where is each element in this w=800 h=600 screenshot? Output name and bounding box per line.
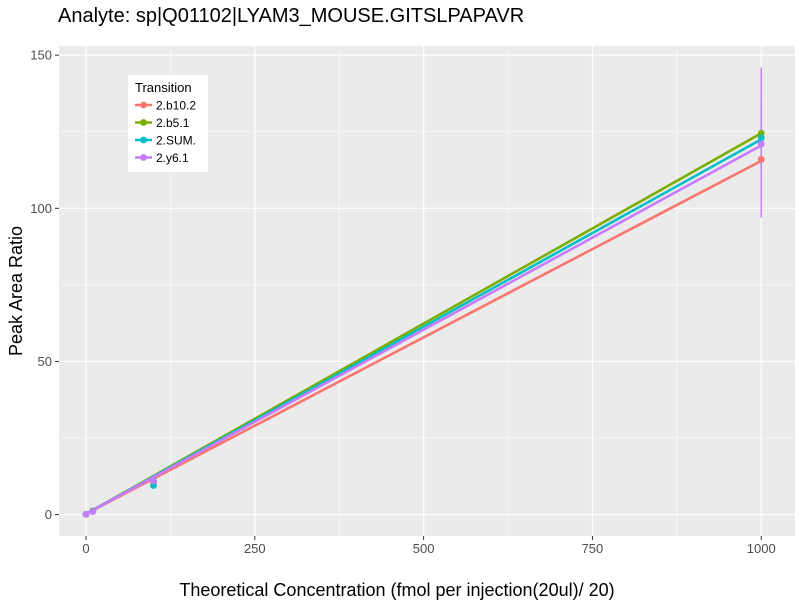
grid-major xyxy=(59,46,795,536)
legend-label: 2.SUM. xyxy=(156,134,196,148)
y-tick-label: 0 xyxy=(45,507,52,522)
data-point xyxy=(757,155,765,163)
y-axis-title: Peak Area Ratio xyxy=(6,226,26,356)
data-point xyxy=(82,510,90,518)
x-tick-label: 500 xyxy=(413,541,435,556)
data-point xyxy=(757,134,765,142)
x-tick-label: 1000 xyxy=(747,541,776,556)
legend-label: 2.y6.1 xyxy=(156,151,189,165)
legend-key-point xyxy=(140,101,147,109)
legend-items: 2.b10.2 2.b5.1 2.SUM. 2.y6.1 xyxy=(135,99,196,165)
legend-key-point xyxy=(140,136,147,144)
y-tick-label: 50 xyxy=(38,354,52,369)
data-points xyxy=(82,129,765,518)
legend-label: 2.b10.2 xyxy=(156,99,196,113)
y-tick-label: 100 xyxy=(30,201,52,216)
x-axis-title: Theoretical Concentration (fmol per inje… xyxy=(179,580,614,600)
x-axis: 0 250 500 750 1000 xyxy=(82,536,776,556)
data-point xyxy=(757,140,765,148)
legend-key-point xyxy=(140,154,147,161)
fit-lines xyxy=(85,132,762,516)
data-point xyxy=(150,477,157,485)
legend-label: 2.b5.1 xyxy=(156,116,190,130)
fit-line xyxy=(85,159,762,516)
legend: Transition 2.b10.2 2.b5.1 2.SUM. 2.y6.1 xyxy=(128,75,208,172)
x-tick-label: 250 xyxy=(244,541,266,556)
x-tick-label: 750 xyxy=(582,541,604,556)
data-point xyxy=(89,508,97,515)
legend-key-point xyxy=(140,119,147,126)
legend-title: Transition xyxy=(135,80,192,95)
x-tick-label: 0 xyxy=(82,541,89,556)
fit-line xyxy=(85,144,762,516)
chart-title: Analyte: sp|Q01102|LYAM3_MOUSE.GITSLPAPA… xyxy=(58,5,524,27)
y-axis: 0 50 100 150 xyxy=(30,48,59,522)
y-tick-label: 150 xyxy=(30,48,52,63)
